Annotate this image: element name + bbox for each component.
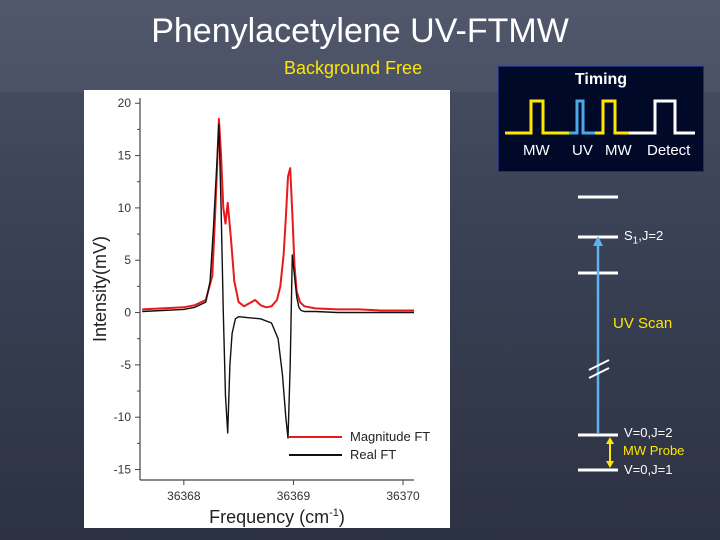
y-tick-label: 15 <box>118 149 132 163</box>
x-axis-label-suffix: ) <box>339 507 345 527</box>
detect-pulse <box>629 99 695 135</box>
mw-probe-label: MW Probe <box>623 443 685 458</box>
series-line-real-ft <box>142 123 414 439</box>
timing-panel: Timing <box>498 66 704 172</box>
timing-label-mw1: MW <box>523 142 550 159</box>
y-tick-label: 10 <box>118 201 132 215</box>
s1-j2-label: S1,J=2 <box>624 228 663 247</box>
y-tick-label: -5 <box>120 358 131 372</box>
uv-scan-label: UV Scan <box>613 315 673 332</box>
x-tick-label: 36369 <box>277 489 311 503</box>
x-tick-label: 36368 <box>167 489 201 503</box>
timing-label-uv: UV <box>572 142 593 159</box>
legend-label: Magnitude FT <box>350 429 430 444</box>
timing-title: Timing <box>574 71 628 88</box>
y-tick-label: -15 <box>114 463 132 477</box>
spectrum-chart: 20 15 10 5 0 -5 -10 -15 36368 36369 36370 Magnitude… <box>84 90 450 528</box>
y-tick-label: 0 <box>124 306 131 320</box>
x-axis-label-main: Frequency (cm <box>209 507 329 527</box>
x-axis-label-sup: -1 <box>329 507 339 519</box>
timing-label-mw2: MW <box>605 142 632 159</box>
axis-break-2 <box>588 367 610 379</box>
timing-label-detect: Detect <box>647 142 691 159</box>
s1-label-sub: 1 <box>632 235 639 247</box>
mw-arrow-head-up <box>606 437 614 444</box>
y-axis-label: Intensity(mV) <box>90 236 110 342</box>
axis-break-1 <box>588 359 610 371</box>
y-tick-label: 5 <box>124 253 131 267</box>
uv-pulse <box>569 99 595 135</box>
v0-j2-label: V=0,J=2 <box>624 425 673 440</box>
legend-label: Real FT <box>350 447 396 462</box>
y-tick-label: -10 <box>114 410 132 424</box>
s1-label-prefix: S <box>624 228 633 243</box>
y-tick-label: 20 <box>118 96 132 110</box>
page-subtitle: Background Free <box>284 58 423 78</box>
mw-arrow-head-down <box>606 461 614 468</box>
mw-pulse-1 <box>505 99 569 135</box>
page-title: Phenylacetylene UV-FTMW <box>151 12 569 50</box>
s1-label-suffix: ,J=2 <box>638 228 664 243</box>
energy-level-diagram <box>578 195 618 472</box>
mw-pulse-2 <box>595 99 629 135</box>
series-line-magnitude-ft <box>142 117 414 312</box>
timing-diagram <box>505 99 695 135</box>
x-axis-label: Frequency (cm-1) <box>209 507 345 527</box>
v0-j1-label: V=0,J=1 <box>624 462 673 477</box>
uv-arrow-head <box>593 236 603 246</box>
spectrum-chart-svg: 20 15 10 5 0 -5 -10 -15 36368 36369 36370 Magnitude… <box>90 96 430 527</box>
x-tick-label: 36370 <box>386 489 420 503</box>
